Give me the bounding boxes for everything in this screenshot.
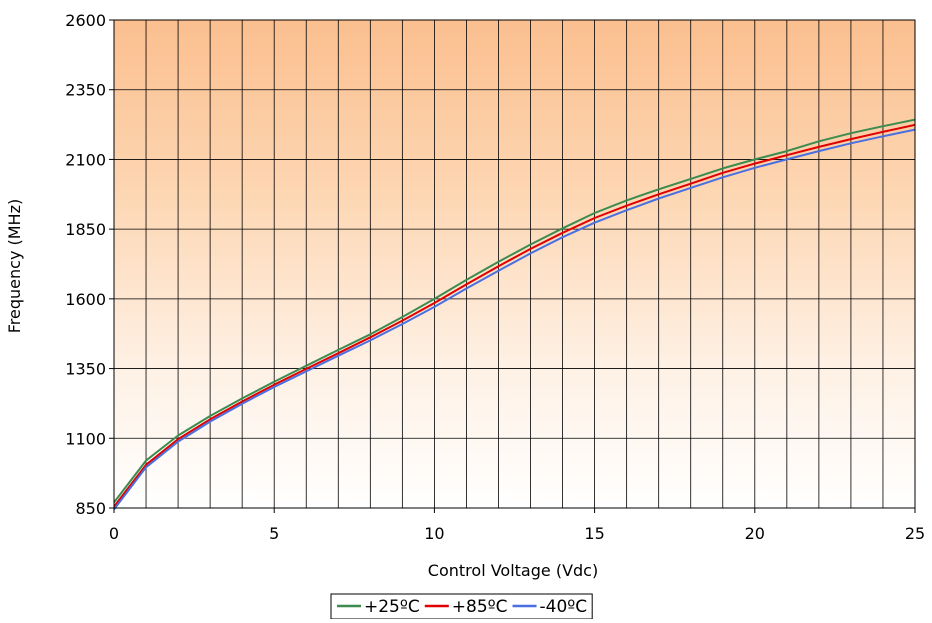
series-line-1 xyxy=(114,118,915,504)
series-line-3 xyxy=(114,128,915,510)
x-tick-label: 20 xyxy=(745,524,765,543)
x-tick-label: 0 xyxy=(109,524,119,543)
y-tick-label: 1100 xyxy=(65,429,106,448)
legend-entry-label: +85ºC xyxy=(452,597,508,617)
plot-background xyxy=(114,20,915,508)
x-tick-label: 5 xyxy=(269,524,279,543)
legend-entry-label: +25ºC xyxy=(364,597,420,617)
x-tick-label: 10 xyxy=(424,524,444,543)
y-tick-label: 2100 xyxy=(65,150,106,169)
y-tick-label: 1850 xyxy=(65,220,106,239)
plot-border xyxy=(113,19,916,509)
legend-entry-label: -40ºC xyxy=(540,597,588,617)
legend: +25ºC +85ºC -40ºC xyxy=(330,593,593,620)
x-tick-label: 25 xyxy=(905,524,925,543)
axis-labels: 0 5 10 15 20 25 850 1100 1350 1600 1850 2100 2350 260… xyxy=(65,11,925,543)
y-tick-label: 2600 xyxy=(65,11,106,30)
series-lines xyxy=(114,118,915,510)
legend-box xyxy=(330,593,593,620)
y-tick-label: 1350 xyxy=(65,360,106,379)
y-axis-title: Frequency (MHz) xyxy=(5,199,24,333)
y-tick-label: 2350 xyxy=(65,81,106,100)
x-axis-title: Control Voltage (Vdc) xyxy=(428,561,598,580)
grid-lines xyxy=(114,20,915,508)
x-tick-label: 15 xyxy=(584,524,604,543)
y-tick-label: 1600 xyxy=(65,290,106,309)
y-tick-label: 850 xyxy=(75,499,106,518)
series-line-2 xyxy=(114,123,915,508)
